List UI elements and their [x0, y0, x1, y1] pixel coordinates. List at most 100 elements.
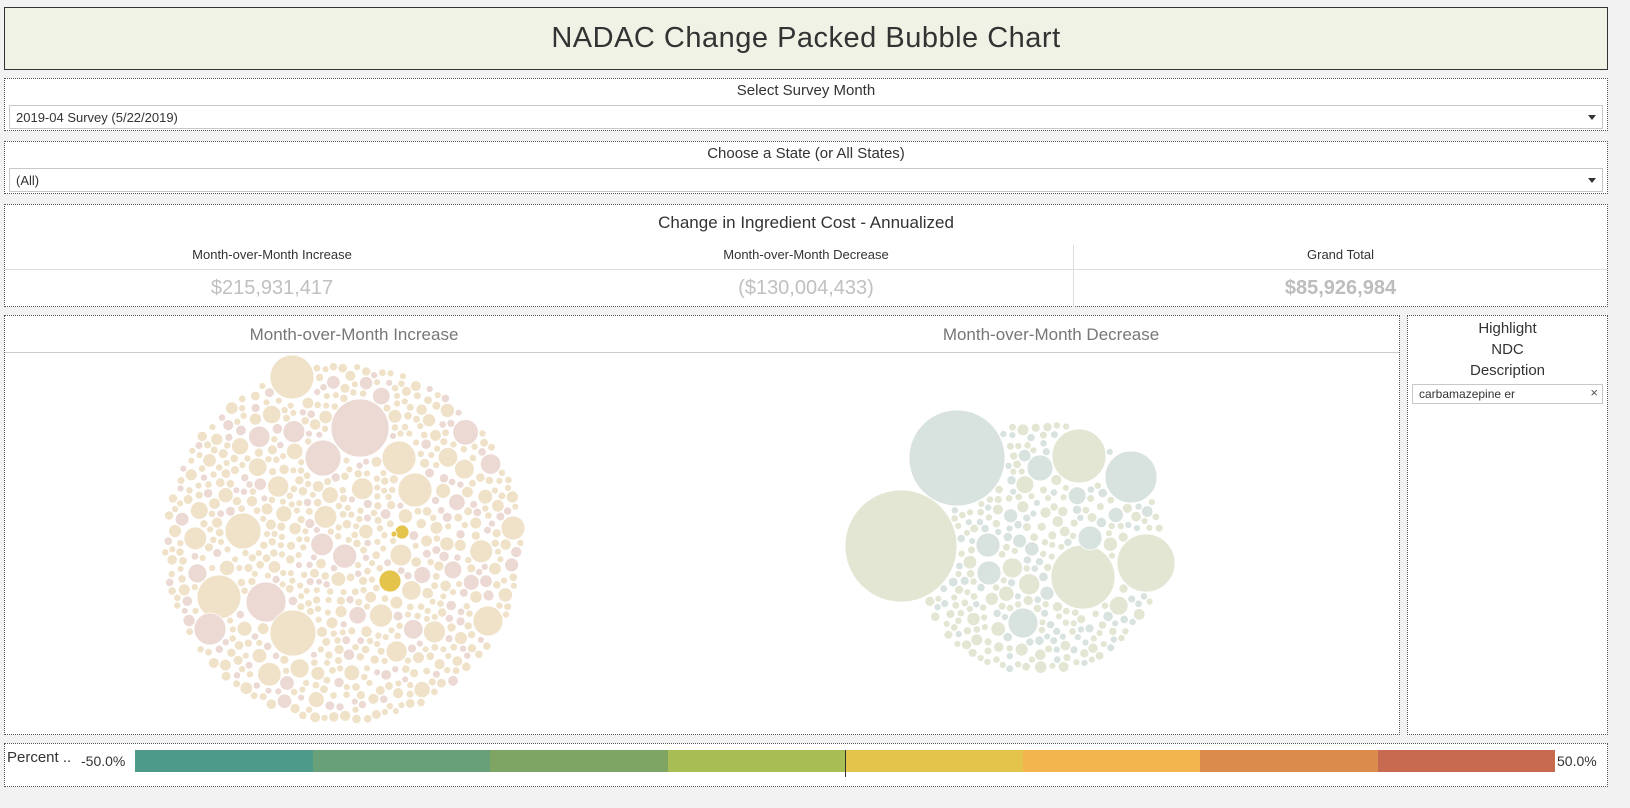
increase-bubble[interactable] [219, 658, 232, 672]
increase-bubble[interactable] [304, 439, 342, 477]
increase-bubble[interactable] [441, 511, 453, 523]
increase-bubble[interactable] [381, 633, 390, 642]
decrease-bubble[interactable] [1077, 525, 1103, 551]
increase-bubble[interactable] [430, 642, 440, 652]
decrease-bubble[interactable] [1076, 614, 1087, 625]
decrease-bubble[interactable] [1040, 538, 1050, 547]
decrease-bubble[interactable] [969, 577, 978, 586]
decrease-bubble[interactable] [1081, 638, 1090, 647]
increase-bubble[interactable] [421, 587, 434, 600]
increase-bubble[interactable] [208, 657, 220, 669]
increase-bubble[interactable] [403, 411, 413, 421]
increase-bubble[interactable] [492, 580, 502, 590]
increase-bubble[interactable] [194, 441, 204, 450]
increase-bubble[interactable] [254, 549, 263, 558]
decrease-bubble[interactable] [994, 485, 1004, 495]
increase-bubble[interactable] [441, 428, 450, 438]
increase-bubble[interactable] [435, 482, 452, 499]
increase-bubble[interactable] [334, 523, 343, 532]
increase-bubble[interactable] [230, 465, 240, 475]
increase-bubble[interactable] [421, 413, 436, 428]
decrease-bubble[interactable] [1154, 523, 1164, 533]
increase-bubble[interactable] [257, 662, 282, 687]
increase-bubble[interactable] [400, 397, 409, 406]
increase-bubble[interactable] [279, 654, 290, 665]
increase-bubble[interactable] [497, 491, 507, 501]
increase-bubble[interactable] [182, 494, 194, 505]
decrease-bubble[interactable] [943, 629, 954, 640]
increase-bubble[interactable] [310, 532, 334, 557]
increase-bubble[interactable] [429, 429, 442, 442]
increase-bubble[interactable] [439, 579, 452, 592]
decrease-bubble[interactable] [967, 647, 978, 658]
increase-bubble[interactable] [358, 376, 374, 391]
increase-bubble[interactable] [430, 612, 439, 621]
decrease-bubble[interactable] [844, 489, 958, 603]
increase-bubble[interactable] [241, 651, 250, 660]
increase-bubble[interactable] [321, 365, 330, 374]
increase-bubble[interactable] [367, 692, 380, 705]
increase-bubble[interactable] [333, 636, 342, 645]
decrease-bubble[interactable] [1052, 645, 1061, 654]
decrease-bubble[interactable] [1001, 613, 1009, 621]
decrease-bubble[interactable] [976, 560, 1002, 586]
decrease-bubble[interactable] [997, 602, 1007, 611]
increase-bubble[interactable] [167, 493, 178, 504]
increase-bubble[interactable] [439, 437, 449, 447]
decrease-bubble[interactable] [994, 528, 1003, 536]
increase-bubble[interactable] [245, 581, 287, 623]
increase-bubble[interactable] [415, 518, 427, 530]
increase-bubble[interactable] [244, 660, 254, 670]
increase-bubble[interactable] [469, 590, 483, 604]
increase-bubble[interactable] [225, 401, 239, 415]
increase-bubble[interactable] [269, 548, 279, 558]
decrease-bubble[interactable] [1017, 467, 1026, 476]
increase-bubble[interactable] [294, 475, 305, 486]
increase-bubble[interactable] [378, 368, 387, 377]
increase-bubble[interactable] [313, 604, 322, 613]
increase-bubble[interactable] [228, 625, 237, 634]
increase-bubble[interactable] [256, 622, 270, 635]
decrease-bubble[interactable] [1072, 504, 1083, 515]
increase-bubble[interactable] [335, 595, 346, 606]
increase-bubble[interactable] [380, 486, 389, 495]
increase-bubble[interactable] [363, 664, 371, 673]
increase-bubble[interactable] [185, 627, 194, 636]
increase-bubble[interactable] [380, 669, 392, 681]
increase-bubble[interactable] [403, 619, 424, 640]
highlight-ndc-input[interactable]: carbamazepine er × [1412, 384, 1603, 404]
increase-bubble[interactable] [303, 535, 311, 544]
decrease-bubble[interactable] [1025, 637, 1035, 647]
increase-bubble[interactable] [404, 698, 416, 709]
increase-bubble[interactable] [215, 463, 224, 472]
decrease-bubble[interactable] [1147, 498, 1156, 507]
decrease-bubble[interactable] [1007, 578, 1016, 588]
increase-bubble[interactable] [239, 487, 248, 496]
decrease-bubble[interactable] [1108, 551, 1116, 560]
increase-bubble[interactable] [274, 687, 283, 696]
increase-bubble[interactable] [392, 687, 405, 700]
increase-bubble[interactable] [313, 400, 322, 410]
increase-bubble[interactable] [326, 527, 335, 536]
increase-bubble[interactable] [379, 508, 392, 520]
decrease-bubble[interactable] [1044, 644, 1053, 654]
increase-bubble[interactable] [243, 638, 253, 648]
increase-bubble[interactable] [297, 458, 306, 467]
increase-bubble[interactable] [301, 396, 315, 410]
increase-bubble[interactable] [315, 577, 324, 586]
increase-bubble[interactable] [225, 506, 236, 517]
increase-bubble[interactable] [466, 643, 477, 654]
increase-bubble[interactable] [431, 495, 441, 505]
decrease-bubble[interactable] [1108, 595, 1129, 616]
decrease-bubble[interactable] [1002, 531, 1013, 543]
increase-bubble[interactable] [460, 521, 469, 530]
increase-bubble[interactable] [305, 607, 315, 616]
decrease-bubble[interactable] [1014, 492, 1023, 502]
increase-bubble[interactable] [237, 504, 246, 513]
decrease-bubble[interactable] [1128, 617, 1137, 626]
increase-bubble[interactable] [455, 616, 466, 627]
decrease-bubble[interactable] [1027, 492, 1036, 501]
increase-bubble[interactable] [396, 501, 405, 510]
increase-bubble[interactable] [224, 512, 262, 550]
decrease-bubble[interactable] [1145, 597, 1154, 606]
